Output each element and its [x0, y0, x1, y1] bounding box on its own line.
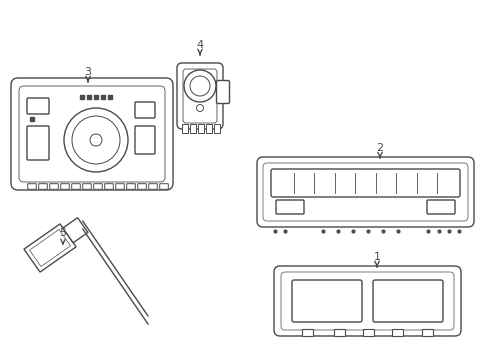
- Bar: [206, 124, 212, 133]
- FancyBboxPatch shape: [116, 184, 124, 189]
- FancyBboxPatch shape: [257, 157, 474, 227]
- Text: 3: 3: [84, 67, 92, 77]
- Bar: [214, 124, 220, 133]
- FancyBboxPatch shape: [292, 280, 362, 322]
- FancyBboxPatch shape: [94, 184, 102, 189]
- FancyBboxPatch shape: [177, 63, 223, 129]
- Polygon shape: [63, 218, 88, 243]
- FancyBboxPatch shape: [138, 184, 147, 189]
- FancyBboxPatch shape: [105, 184, 113, 189]
- FancyBboxPatch shape: [271, 169, 460, 197]
- FancyBboxPatch shape: [427, 200, 455, 214]
- FancyBboxPatch shape: [49, 184, 58, 189]
- FancyBboxPatch shape: [83, 184, 91, 189]
- FancyBboxPatch shape: [217, 81, 229, 104]
- Text: 4: 4: [196, 40, 203, 50]
- FancyBboxPatch shape: [422, 329, 434, 337]
- FancyBboxPatch shape: [373, 280, 443, 322]
- Polygon shape: [24, 224, 76, 272]
- FancyBboxPatch shape: [135, 102, 155, 118]
- Bar: [198, 124, 204, 133]
- Circle shape: [90, 134, 102, 146]
- FancyBboxPatch shape: [335, 329, 345, 337]
- Circle shape: [64, 108, 128, 172]
- FancyBboxPatch shape: [148, 184, 157, 189]
- FancyBboxPatch shape: [27, 126, 49, 160]
- FancyBboxPatch shape: [11, 78, 173, 190]
- FancyBboxPatch shape: [302, 329, 314, 337]
- Text: 2: 2: [376, 143, 384, 153]
- FancyBboxPatch shape: [39, 184, 48, 189]
- FancyBboxPatch shape: [276, 200, 304, 214]
- Text: 5: 5: [59, 228, 67, 238]
- FancyBboxPatch shape: [127, 184, 135, 189]
- FancyBboxPatch shape: [392, 329, 403, 337]
- Circle shape: [196, 104, 203, 112]
- Circle shape: [190, 76, 210, 96]
- FancyBboxPatch shape: [72, 184, 80, 189]
- Bar: [182, 124, 188, 133]
- FancyBboxPatch shape: [274, 266, 461, 336]
- FancyBboxPatch shape: [364, 329, 374, 337]
- FancyBboxPatch shape: [28, 184, 36, 189]
- Circle shape: [184, 70, 216, 102]
- FancyBboxPatch shape: [61, 184, 69, 189]
- Bar: [190, 124, 196, 133]
- Circle shape: [72, 116, 120, 164]
- FancyBboxPatch shape: [135, 126, 155, 154]
- Text: 1: 1: [373, 252, 381, 262]
- FancyBboxPatch shape: [27, 98, 49, 114]
- FancyBboxPatch shape: [160, 184, 168, 189]
